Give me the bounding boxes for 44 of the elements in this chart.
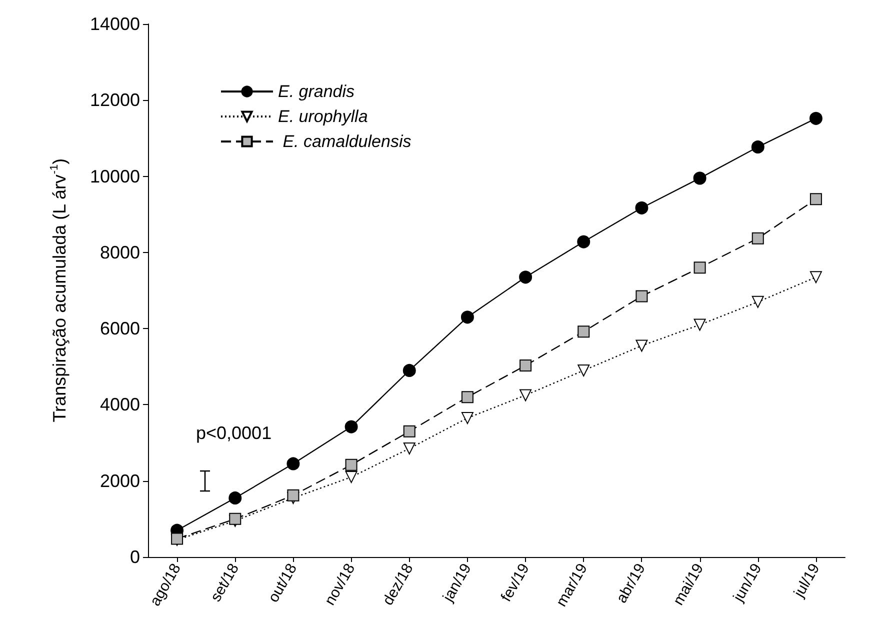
point [810,271,822,284]
point [520,389,532,402]
point [345,471,358,484]
point [752,232,764,244]
point [461,412,474,424]
point [402,364,416,377]
point [286,457,300,470]
y-tick-label: 8000 [100,242,140,262]
point [345,458,358,471]
legend-label: E. camaldulensis [278,132,412,151]
point [403,442,416,454]
legend-label: E. urophylla [278,107,368,126]
point [403,425,416,438]
legend-label: E. grandis [278,82,356,101]
point [636,340,648,352]
point [694,318,706,331]
y-tick-label: 10000 [90,166,140,186]
y-tick-label: 2000 [100,470,140,491]
y-tick-label: 4000 [100,394,140,415]
point [693,172,706,185]
y-tick-label: 0 [130,547,140,567]
point [578,364,590,376]
point [810,193,822,206]
point [694,262,706,274]
point [751,140,764,154]
y-tick-label: 12000 [90,90,140,110]
point [520,360,532,372]
point [636,290,648,302]
point [228,491,242,504]
point [752,296,764,308]
point [460,310,474,324]
point [577,235,590,248]
point [461,391,474,404]
y-axis-title: Transpiração acumulada (L árv-1) [48,158,70,422]
annotation: p<0,0001 [196,423,272,443]
y-tick-label: 14000 [90,14,140,34]
point [344,420,358,434]
point [578,326,590,338]
point [809,112,822,125]
point [287,489,300,502]
y-tick-label: 6000 [100,318,140,339]
point [229,512,242,525]
point [635,201,648,214]
point [519,270,532,284]
